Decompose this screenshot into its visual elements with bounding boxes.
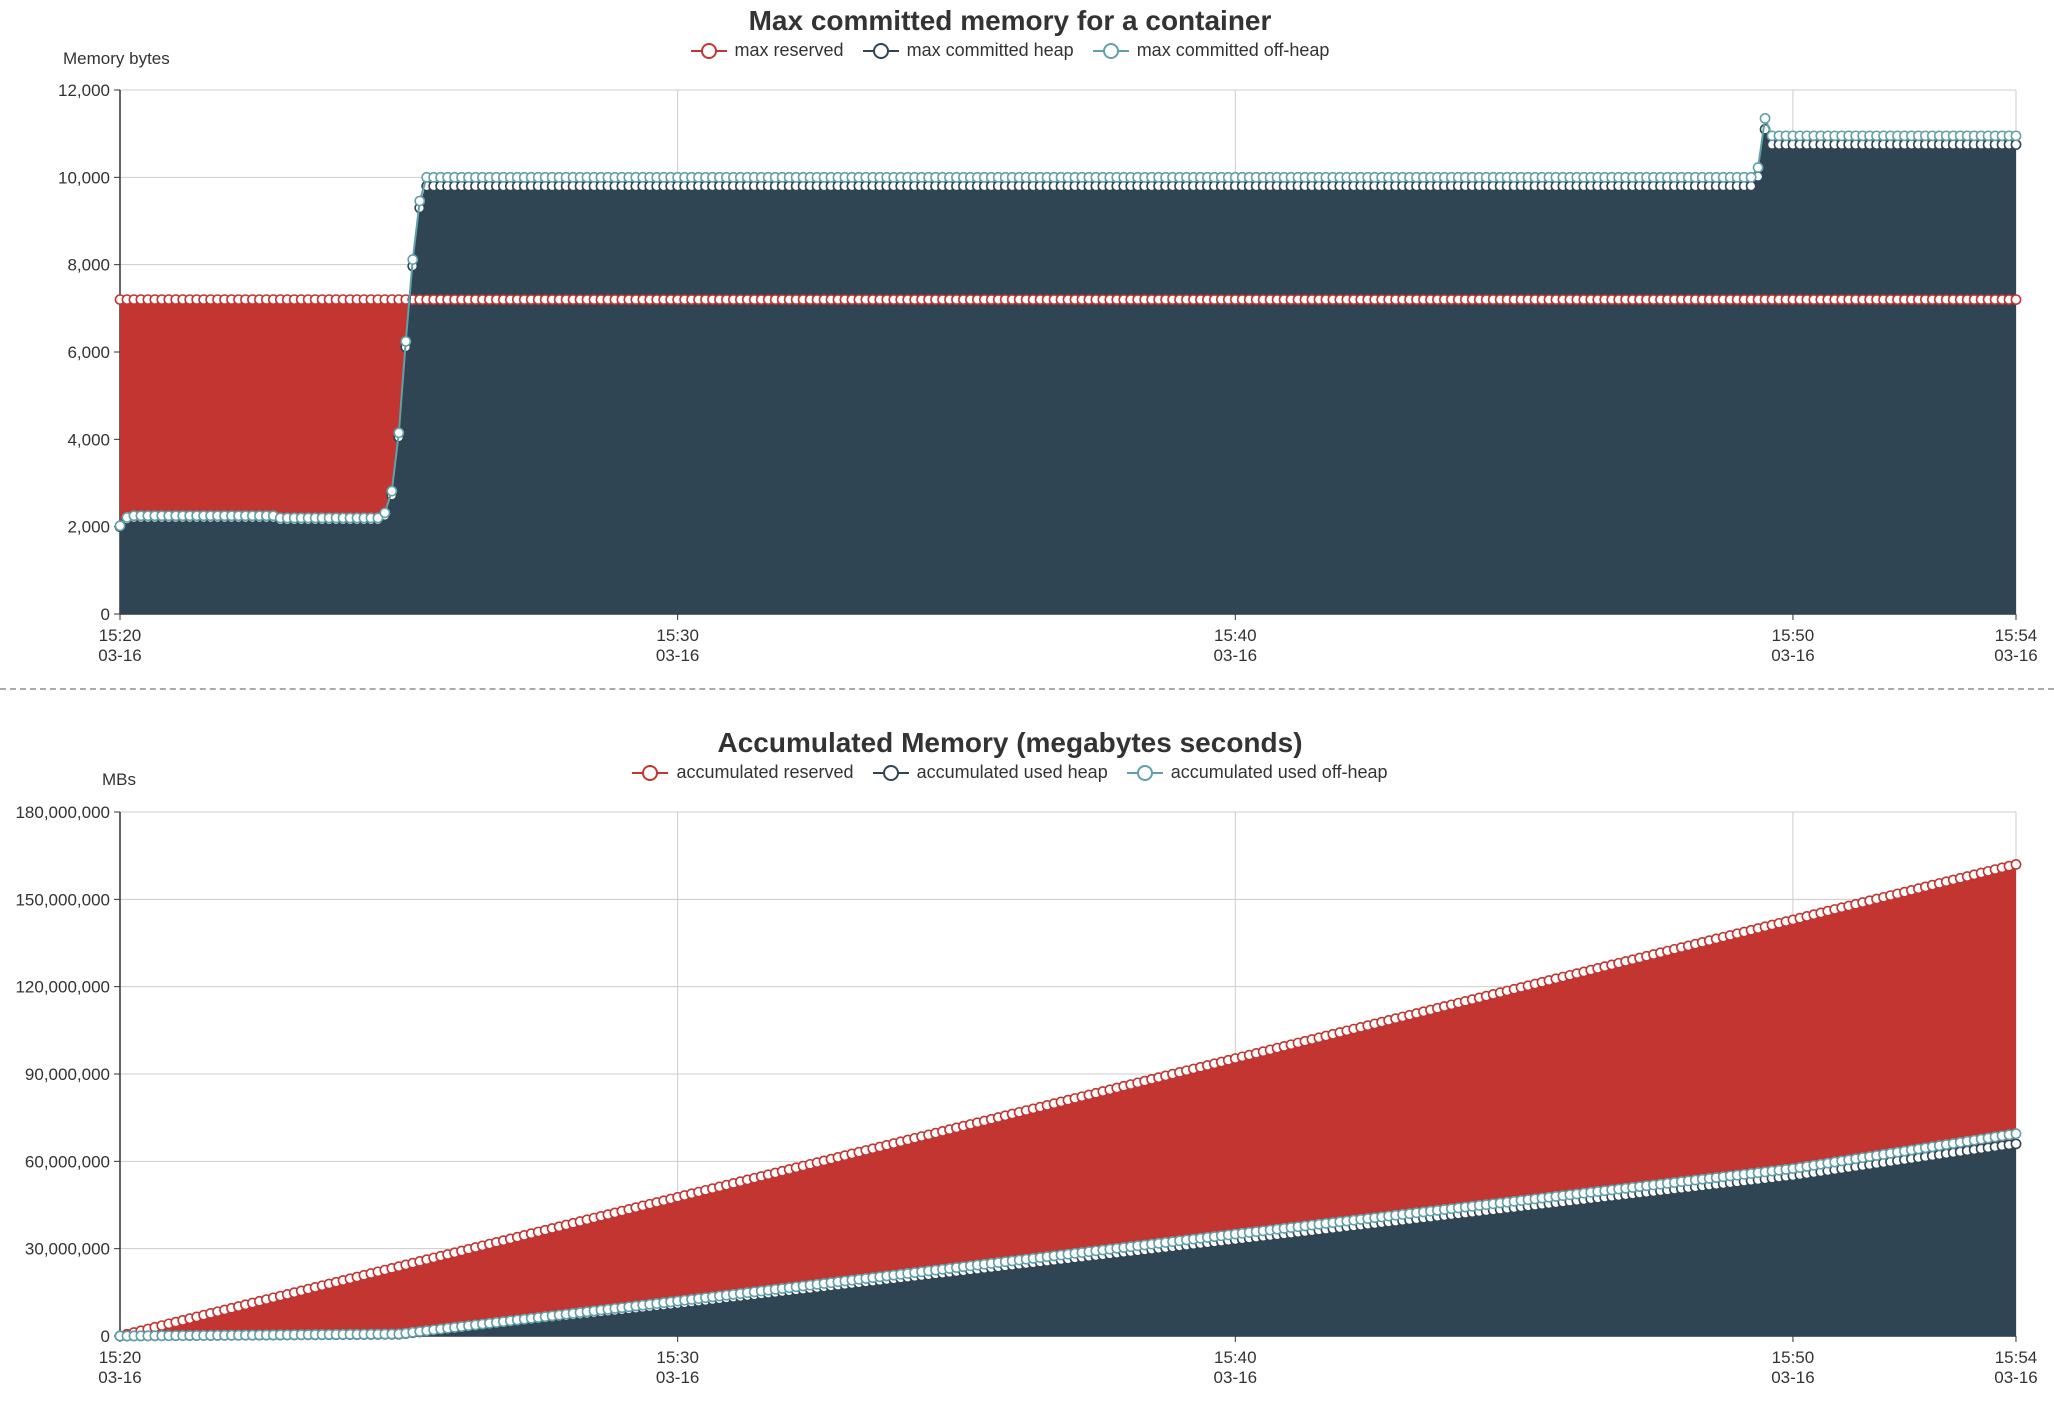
x-tick-label-time: 15:54	[1995, 1348, 2038, 1367]
chart-accumulated-memory: Accumulated Memory (megabytes seconds) a…	[0, 690, 2054, 1406]
data-point[interactable]	[114, 520, 126, 532]
legend-label: max committed heap	[906, 40, 1074, 60]
x-tick-label-time: 15:50	[1772, 1348, 1815, 1367]
data-point[interactable]	[2010, 858, 2022, 870]
chart-divider	[0, 688, 2054, 690]
x-tick-label-time: 15:20	[99, 1348, 142, 1367]
legend-label: accumulated used off-heap	[1170, 762, 1388, 782]
y-tick-label: 0	[101, 605, 110, 624]
legend-item-max-reserved[interactable]: max reserved	[690, 40, 844, 61]
series-points-offheap	[114, 112, 2022, 532]
plot-area[interactable]: 0 30,000,000 60,000,000 90,000,000 120,000,0…	[0, 690, 2054, 1406]
y-tick-label: 12,000	[58, 81, 110, 100]
data-point[interactable]	[1745, 171, 1757, 183]
data-point[interactable]	[2010, 130, 2022, 142]
data-point[interactable]	[1745, 180, 1757, 192]
x-tick-label-date: 03-16	[656, 646, 699, 665]
chart-title: Max committed memory for a container	[748, 5, 1272, 36]
legend-item-max-committed-heap[interactable]: max committed heap	[862, 40, 1074, 61]
x-tick-label-date: 03-16	[98, 1368, 141, 1387]
legend-marker-reserved	[632, 764, 669, 781]
y-tick-label: 120,000,000	[15, 978, 110, 997]
x-tick-label-date: 03-16	[1214, 1368, 1257, 1387]
legend-label: accumulated reserved	[676, 762, 854, 782]
data-point[interactable]	[1752, 162, 1764, 173]
y-tick-label: 60,000,000	[25, 1152, 110, 1171]
area-heap	[120, 1143, 2016, 1336]
data-point[interactable]	[2010, 1138, 2022, 1150]
data-point[interactable]	[414, 195, 426, 207]
series-points-reserved	[114, 858, 2022, 1342]
data-point[interactable]	[379, 507, 391, 519]
x-tick-label-date: 03-16	[656, 1368, 699, 1387]
y-tick-label: 2,000	[67, 518, 110, 537]
data-point[interactable]	[1759, 112, 1771, 124]
legend-marker-offheap	[1092, 42, 1129, 59]
x-tick-label-date: 03-16	[1994, 646, 2037, 665]
x-tick-label-time: 15:40	[1214, 626, 1257, 645]
y-tick-label: 90,000,000	[25, 1065, 110, 1084]
x-tick-label-time: 15:50	[1772, 626, 1815, 645]
legend[interactable]: accumulated reserved accumulated used he…	[0, 762, 2020, 787]
area-heap	[120, 129, 2016, 615]
x-tick-label-date: 03-16	[1994, 1368, 2037, 1387]
x-tick-label-time: 15:30	[656, 1348, 699, 1367]
legend-item-accumulated-used-heap[interactable]: accumulated used heap	[872, 762, 1108, 783]
legend-marker-heap	[862, 42, 899, 59]
x-tick-label-date: 03-16	[98, 646, 141, 665]
y-tick-label: 4,000	[67, 430, 110, 449]
legend-marker-reserved	[690, 42, 727, 59]
legend-item-accumulated-used-off-heap[interactable]: accumulated used off-heap	[1126, 762, 1388, 783]
plot-area[interactable]: 02,0004,0006,0008,00010,00012,00015:2003…	[0, 0, 2054, 690]
y-tick-label: 6,000	[67, 343, 110, 362]
series-points-offheap	[114, 1128, 2022, 1342]
y-tick-label: 0	[101, 1327, 110, 1346]
data-point[interactable]	[372, 512, 384, 524]
legend-label: max reserved	[734, 40, 844, 60]
legend-label: accumulated used heap	[916, 762, 1108, 782]
y-tick-label: 8,000	[67, 256, 110, 275]
y-tick-label: 180,000,000	[15, 803, 110, 822]
y-axis-label: Memory bytes	[63, 49, 170, 68]
y-tick-label: 10,000	[58, 168, 110, 187]
y-axis-label: MBs	[102, 770, 136, 789]
x-tick-label-time: 15:40	[1214, 1348, 1257, 1367]
data-point[interactable]	[2010, 1128, 2022, 1140]
legend[interactable]: max reserved max committed heap max comm…	[0, 40, 2020, 65]
series-points-reserved	[114, 294, 2022, 305]
data-point[interactable]	[2010, 139, 2022, 150]
data-point[interactable]	[393, 427, 405, 439]
x-tick-label-time: 15:20	[99, 626, 142, 645]
y-tick-label: 150,000,000	[15, 890, 110, 909]
y-tick-label: 30,000,000	[25, 1240, 110, 1259]
x-tick-label-time: 15:54	[1995, 626, 2038, 645]
legend-label: max committed off-heap	[1136, 40, 1330, 60]
data-point[interactable]	[400, 335, 412, 347]
legend-item-max-committed-off-heap[interactable]: max committed off-heap	[1092, 40, 1330, 61]
chart-max-committed-memory: Max committed memory for a container max…	[0, 0, 2054, 690]
x-tick-label-date: 03-16	[1214, 646, 1257, 665]
legend-marker-heap	[872, 764, 909, 781]
x-tick-label-date: 03-16	[1771, 1368, 1814, 1387]
legend-item-accumulated-reserved[interactable]: accumulated reserved	[632, 762, 854, 783]
legend-marker-offheap	[1126, 764, 1163, 781]
data-point[interactable]	[386, 485, 398, 497]
data-point[interactable]	[2010, 294, 2022, 305]
data-point[interactable]	[407, 254, 419, 265]
x-tick-label-time: 15:30	[656, 626, 699, 645]
chart-title: Accumulated Memory (megabytes seconds)	[717, 727, 1303, 758]
x-tick-label-date: 03-16	[1771, 646, 1814, 665]
